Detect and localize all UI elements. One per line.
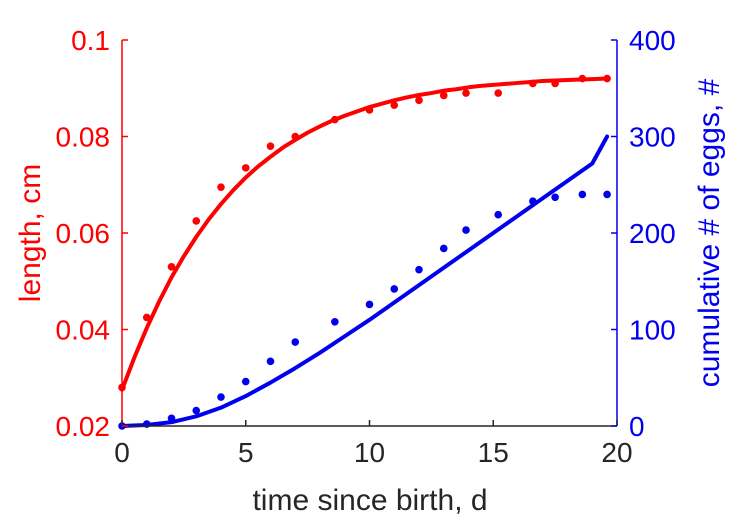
length-data-point [217, 183, 225, 191]
right-y-tick-label: 200 [629, 218, 676, 249]
x-tick-label: 5 [238, 437, 254, 468]
x-tick-label: 15 [478, 437, 509, 468]
eggs-data-point [241, 377, 250, 386]
x-tick-label: 0 [114, 437, 130, 468]
length-data-point [439, 91, 448, 100]
eggs-data-point [578, 190, 587, 199]
right-y-tick-label: 0 [629, 411, 645, 442]
x-axis-label: time since birth, d [252, 484, 487, 517]
length-data-point [142, 313, 151, 322]
eggs-data-point [494, 210, 503, 219]
length-data-point [192, 217, 201, 225]
right-y-tick-label: 100 [629, 315, 676, 346]
eggs-data-point [529, 197, 537, 205]
length-data-point [365, 106, 374, 114]
length-model-curve [120, 76, 607, 392]
eggs-data-point [365, 300, 374, 309]
length-data-point [551, 79, 559, 88]
eggs-data-point [462, 226, 470, 234]
left-y-tick-label: 0.1 [71, 25, 110, 56]
eggs-data-point [439, 244, 448, 253]
length-data-point [529, 79, 537, 88]
x-axis-ticks: 0 5 10 15 20 [114, 420, 633, 468]
eggs-data-point [551, 193, 559, 202]
eggs-data-point [415, 265, 423, 274]
length-data-point [578, 74, 587, 83]
length-data-point [494, 89, 503, 97]
right-y-tick-label: 400 [629, 25, 676, 56]
right-y-tick-label: 300 [629, 122, 676, 153]
eggs-data-point [291, 338, 300, 346]
eggs-data-point [217, 393, 225, 401]
length-data-point [266, 142, 275, 150]
plot-area [118, 74, 611, 430]
left-y-tick-label: 0.04 [56, 315, 111, 346]
eggs-data-point [603, 190, 611, 199]
eggs-model-curve [120, 134, 610, 428]
length-data-point [603, 74, 611, 83]
left-y-axis-label: length, cm [14, 164, 47, 302]
eggs-data-point [390, 285, 399, 293]
left-y-tick-label: 0.08 [56, 122, 111, 153]
right-y-axis-ticks: 0 100 200 300 400 [611, 25, 676, 442]
eggs-data-point [266, 357, 275, 366]
length-data-point [415, 96, 423, 105]
x-tick-label: 20 [601, 437, 632, 468]
length-data-point [331, 115, 339, 124]
length-data-point [241, 164, 250, 172]
length-data-point [291, 132, 300, 141]
length-data-point [390, 101, 399, 109]
eggs-data-point [167, 414, 176, 423]
eggs-data-point [331, 317, 339, 326]
left-y-tick-label: 0.06 [56, 218, 111, 249]
left-y-axis-ticks: 0.02 0.04 0.06 0.08 0.1 [56, 25, 128, 442]
length-data-point [167, 262, 176, 271]
eggs-data-point [192, 406, 201, 415]
right-y-axis-label: cumulative # of eggs, # [693, 78, 726, 387]
length-data-point [462, 89, 470, 97]
x-tick-label: 10 [354, 437, 385, 468]
left-y-tick-label: 0.02 [56, 411, 111, 442]
